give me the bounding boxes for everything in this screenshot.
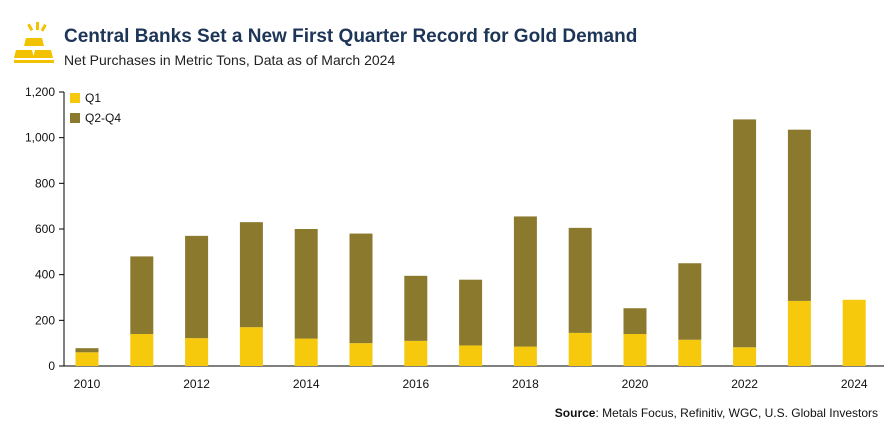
y-tick-label: 600 [35,222,55,236]
y-tick-label: 800 [35,176,55,190]
bar-q1-2020 [623,334,647,366]
bar-q1-2010 [75,352,99,366]
bar-q2q4-2012 [185,235,209,339]
bar-q1-2014 [294,338,318,366]
y-tick-label: 1,000 [25,131,55,145]
x-tick-label: 2018 [512,377,539,391]
x-tick-label: 2016 [402,377,429,391]
bar-q1-2023 [787,300,811,366]
bar-q1-2011 [130,334,154,366]
x-tick-label: 2010 [74,377,101,391]
bar-q2q4-2010 [75,348,99,353]
chart-subtitle: Net Purchases in Metric Tons, Data as of… [64,52,396,68]
y-tick-label: 0 [48,359,55,373]
bar-q2q4-2019 [568,227,592,333]
bar-q2q4-2017 [459,279,483,346]
legend-label-1: Q2-Q4 [85,111,121,125]
stacked-bar-chart: 0 200 400 600 800 1,000 1,200 2010 2012 2014 2016 2… [25,85,884,391]
legend-label-0: Q1 [85,91,101,105]
x-tick-label: 2022 [731,377,758,391]
gold-bars-icon [14,22,54,63]
bar-q1-2019 [568,332,592,366]
bar-q2q4-2023 [787,129,811,301]
y-tick-label: 400 [35,268,55,282]
bar-q2q4-2018 [513,216,537,347]
legend-swatch-0 [70,93,80,103]
y-tick-label: 200 [35,313,55,327]
x-tick-label: 2012 [183,377,210,391]
x-tick-label: 2014 [293,377,320,391]
bar-q2q4-2022 [733,119,757,348]
bar-q1-2021 [678,339,702,366]
bar-q2q4-2020 [623,308,647,335]
bar-q2q4-2015 [349,233,373,344]
bar-q1-2017 [459,345,483,366]
bar-q1-2013 [239,327,263,366]
x-tick-label: 2024 [841,377,868,391]
bar-q2q4-2014 [294,229,318,339]
legend-swatch-1 [70,113,80,123]
bar-q1-2018 [513,346,537,366]
chart-title: Central Banks Set a New First Quarter Re… [64,26,638,47]
bar-q1-2022 [733,347,757,366]
bar-q1-2016 [404,340,428,366]
x-tick-label: 2020 [622,377,649,391]
source-label: Source [554,406,596,420]
y-tick-label: 1,200 [25,85,55,99]
bar-q1-2024 [842,299,866,366]
source-text: : Metals Focus, Refinitiv, WGC, U.S. Glo… [595,406,878,420]
bar-q2q4-2013 [239,222,263,328]
bar-q1-2012 [185,338,209,366]
bar-q2q4-2016 [404,275,428,341]
bar-q2q4-2011 [130,256,154,335]
bar-q1-2015 [349,343,373,366]
source-note: Source: Metals Focus, Refinitiv, WGC, U.… [555,406,878,420]
bar-q2q4-2021 [678,263,702,340]
